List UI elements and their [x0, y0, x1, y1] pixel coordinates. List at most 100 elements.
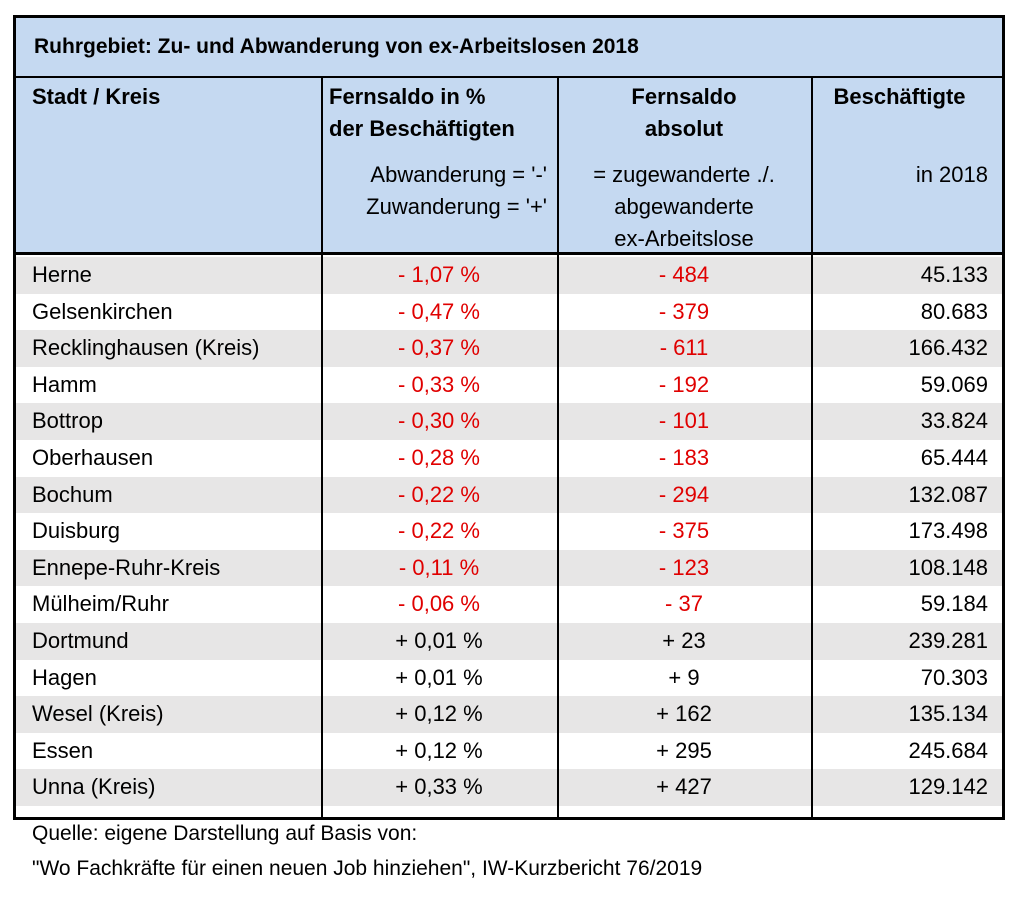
header-title-line: Fernsaldo in %	[329, 84, 486, 109]
header-note: Abwanderung = '-' Zuwanderung = '+'	[329, 159, 547, 223]
table-cell: Essen	[32, 737, 94, 763]
table-cell: 65.444	[920, 445, 988, 470]
table-cell: 239.281	[908, 628, 988, 653]
table-row: Recklinghausen (Kreis) - 0,37 % - 611 166.4…	[16, 330, 1002, 367]
table-cell: 135.134	[908, 701, 988, 727]
header-note: in 2018	[811, 159, 988, 191]
header-note: = zugewanderte ./. abgewanderte ex-Arbeits…	[557, 159, 811, 255]
table-cell: + 0,12 %	[395, 737, 483, 763]
table-cell: 70.303	[920, 664, 988, 690]
footer-line: "Wo Fachkräfte für einen neuen Job hinzi…	[32, 857, 703, 880]
table-frame	[13, 15, 1005, 820]
table-cell: - 0,47 %	[398, 298, 480, 324]
table-cell: - 375	[658, 518, 710, 544]
table-cell: 45.133	[920, 262, 988, 287]
header-title: Fernsaldo absolut	[557, 81, 811, 145]
column-line	[321, 78, 323, 818]
header-cell: Fernsaldo absolut = zugewanderte ./. abgewa…	[557, 78, 811, 252]
column-line	[811, 78, 813, 818]
table-row: Bottrop - 0,30 % - 101 33.824	[16, 403, 1002, 440]
header-title-line: Beschäftigte	[833, 84, 966, 109]
table-cell: 245.684	[908, 737, 988, 763]
table-cell: 59.069	[920, 371, 988, 397]
header-cell: Beschäftigte in 2018	[811, 78, 1002, 252]
table-row: Unna (Kreis) + 0,33 % + 427 129.142	[16, 769, 1002, 806]
column-line	[557, 78, 559, 818]
table-cell: + 9	[668, 664, 700, 690]
table-row: Mülheim/Ruhr - 0,06 % - 37 59.184	[16, 586, 1002, 623]
table-cell: + 162	[656, 701, 712, 727]
table-cell: Recklinghausen (Kreis)	[32, 335, 260, 361]
header-cell: Fernsaldo in % der Beschäftigten Abwanderu…	[321, 78, 557, 252]
table-row: Ennepe-Ruhr-Kreis - 0,11 % - 123 108.148	[16, 549, 1002, 587]
table-cell: + 0,01 %	[395, 628, 483, 653]
header-title: Stadt / Kreis	[32, 81, 321, 113]
header-note-line: Zuwanderung = '+'	[366, 194, 547, 219]
header-note-line: Abwanderung = '-'	[370, 162, 547, 187]
table-cell: - 192	[658, 371, 710, 397]
table-cell: - 101	[658, 408, 710, 434]
table-cell: Ennepe-Ruhr-Kreis	[32, 554, 221, 580]
header-note-line: abgewanderte	[614, 194, 754, 219]
table-cell: - 0,22 %	[398, 481, 480, 507]
table-cell: Dortmund	[32, 628, 129, 653]
table-cell: - 0,22 %	[398, 518, 480, 544]
table-cell: - 0,30 %	[398, 408, 480, 434]
table-cell: Wesel (Kreis)	[32, 701, 164, 727]
table-cell: Oberhausen	[32, 445, 154, 470]
table-row: Gelsenkirchen - 0,47 % - 379 80.683	[16, 293, 1002, 331]
header-cell: Stadt / Kreis	[16, 78, 321, 252]
table-cell: Hagen	[32, 664, 97, 690]
table-cell: - 0,11 %	[398, 554, 480, 580]
header-title-line: absolut	[644, 116, 724, 141]
table-cell: + 295	[656, 737, 712, 763]
table-cell: - 0,28 %	[398, 445, 480, 470]
table-cell: - 379	[658, 298, 710, 324]
table-cell: + 0,33 %	[395, 774, 483, 800]
table-cell: + 0,12 %	[395, 701, 483, 727]
table-row: Dortmund + 0,01 % + 23 239.281	[16, 623, 1002, 660]
table-cell: Herne	[32, 262, 92, 287]
table-cell: 59.184	[920, 591, 988, 617]
table-row: Hagen + 0,01 % + 9 70.303	[16, 659, 1002, 697]
header-title: Fernsaldo in % der Beschäftigten	[329, 81, 547, 145]
table-cell: - 294	[658, 481, 710, 507]
table-cell: + 0,01 %	[395, 664, 483, 690]
table-cell: 80.683	[920, 298, 988, 324]
table-cell: Bottrop	[32, 408, 103, 434]
table-cell: - 183	[658, 445, 710, 470]
table-cell: Gelsenkirchen	[32, 298, 173, 324]
table-cell: 166.432	[908, 335, 988, 361]
table-cell: - 37	[665, 591, 703, 617]
table-cell: - 0,06 %	[398, 591, 480, 617]
table-row: Hamm - 0,33 % - 192 59.069	[16, 366, 1002, 404]
footer-line: Quelle: eigene Darstellung auf Basis von…	[32, 822, 418, 845]
table-cell: - 484	[658, 262, 710, 287]
table-cell: - 0,37 %	[398, 335, 480, 361]
table-cell: 132.087	[908, 481, 988, 507]
table-cell: 33.824	[920, 408, 988, 434]
table-title: Ruhrgebiet: Zu- und Abwanderung von ex-A…	[16, 18, 1002, 78]
table-cell: - 0,33 %	[398, 371, 480, 397]
header-title-line: Fernsaldo	[631, 84, 737, 109]
table-cell: - 611	[659, 335, 709, 361]
table-cell: 108.148	[908, 554, 988, 580]
table-header: Stadt / Kreis Fernsaldo in % der Beschäfti…	[16, 78, 1002, 255]
table-row: Herne - 1,07 % - 484 45.133	[16, 257, 1002, 294]
header-note-line: = zugewanderte ./.	[593, 162, 775, 187]
table-cell: Hamm	[32, 371, 97, 397]
header-title-line: der Beschäftigten	[329, 116, 515, 141]
table-cell: - 1,07 %	[398, 262, 480, 287]
table-cell: Unna (Kreis)	[32, 774, 156, 800]
table-row: Oberhausen - 0,28 % - 183 65.444	[16, 440, 1002, 477]
header-title: Beschäftigte	[811, 81, 988, 113]
table-row: Essen + 0,12 % + 295 245.684	[16, 732, 1002, 770]
table-cell: + 23	[662, 628, 706, 653]
table-cell: 173.498	[908, 518, 988, 544]
table-row: Duisburg - 0,22 % - 375 173.498	[16, 513, 1002, 550]
table-cell: - 123	[658, 554, 710, 580]
table-cell: + 427	[656, 774, 712, 800]
header-note-line: in 2018	[915, 162, 988, 187]
table-row: Bochum - 0,22 % - 294 132.087	[16, 476, 1002, 514]
